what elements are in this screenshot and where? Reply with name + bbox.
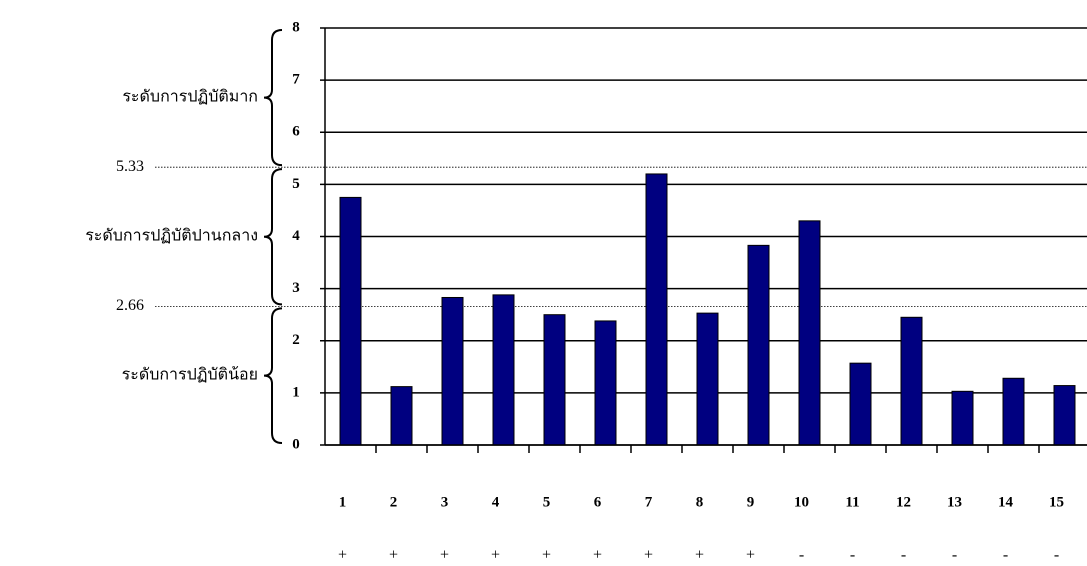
brace	[263, 29, 283, 167]
y-tick-label: 8	[292, 19, 300, 35]
x-tick-label: 14	[998, 494, 1014, 510]
x-tick-label: 5	[543, 494, 551, 510]
bar	[849, 362, 872, 446]
brace	[263, 307, 283, 444]
y-tick-label: 1	[292, 384, 300, 400]
x-tick-label: 15	[1049, 494, 1064, 510]
x-tick-label: 10	[794, 494, 809, 510]
bar	[390, 386, 413, 446]
x-tick-label: 11	[845, 494, 859, 510]
bar	[645, 173, 668, 446]
level-label: ระดับการปฏิบัติปานกลาง	[85, 227, 258, 244]
bar	[1002, 377, 1025, 446]
sign-label: +	[644, 547, 653, 564]
bar	[492, 294, 515, 446]
sign-label: +	[338, 547, 347, 564]
bar	[747, 244, 770, 446]
x-tick-label: 8	[696, 494, 704, 510]
y-tick-label: 3	[292, 280, 300, 296]
level-label: ระดับการปฏิบัติน้อย	[122, 365, 258, 383]
y-tick-label: 0	[292, 436, 300, 452]
y-tick-label: 4	[292, 228, 300, 244]
bar	[339, 196, 362, 446]
x-tick-label: 1	[339, 494, 347, 510]
bar	[951, 390, 974, 446]
y-tick-label: 7	[292, 72, 300, 88]
y-tick-label: 2	[292, 332, 300, 348]
x-tick-label: 12	[896, 494, 911, 510]
bar	[543, 314, 566, 446]
sign-label: -	[799, 547, 804, 564]
x-tick-label: 6	[594, 494, 602, 510]
sign-label: -	[1003, 547, 1008, 564]
sign-label: +	[695, 547, 704, 564]
sign-label: +	[542, 547, 551, 564]
x-tick-label: 2	[390, 494, 398, 510]
reference-label: 2.66	[116, 297, 144, 314]
bar	[441, 296, 464, 446]
brace	[263, 168, 283, 306]
sign-label: +	[440, 547, 449, 564]
bar	[594, 320, 617, 446]
sign-label: -	[901, 547, 906, 564]
y-tick-label: 5	[292, 176, 300, 192]
x-tick-label: 13	[947, 494, 962, 510]
reference-label: 5.33	[116, 158, 144, 175]
y-tick-label: 6	[292, 124, 300, 140]
bar	[696, 312, 719, 446]
sign-label: -	[1054, 547, 1059, 564]
x-tick-label: 3	[441, 494, 449, 510]
x-tick-label: 9	[747, 494, 755, 510]
x-tick-label: 4	[492, 494, 500, 510]
bar	[798, 220, 821, 446]
sign-label: -	[850, 547, 855, 564]
bar	[1053, 385, 1076, 446]
sign-label: +	[746, 547, 755, 564]
bar	[900, 316, 923, 446]
sign-label: +	[593, 547, 602, 564]
sign-label: -	[952, 547, 957, 564]
sign-label: +	[389, 547, 398, 564]
x-tick-label: 7	[645, 494, 653, 510]
sign-label: +	[491, 547, 500, 564]
level-label: ระดับการปฏิบัติมาก	[122, 88, 258, 105]
